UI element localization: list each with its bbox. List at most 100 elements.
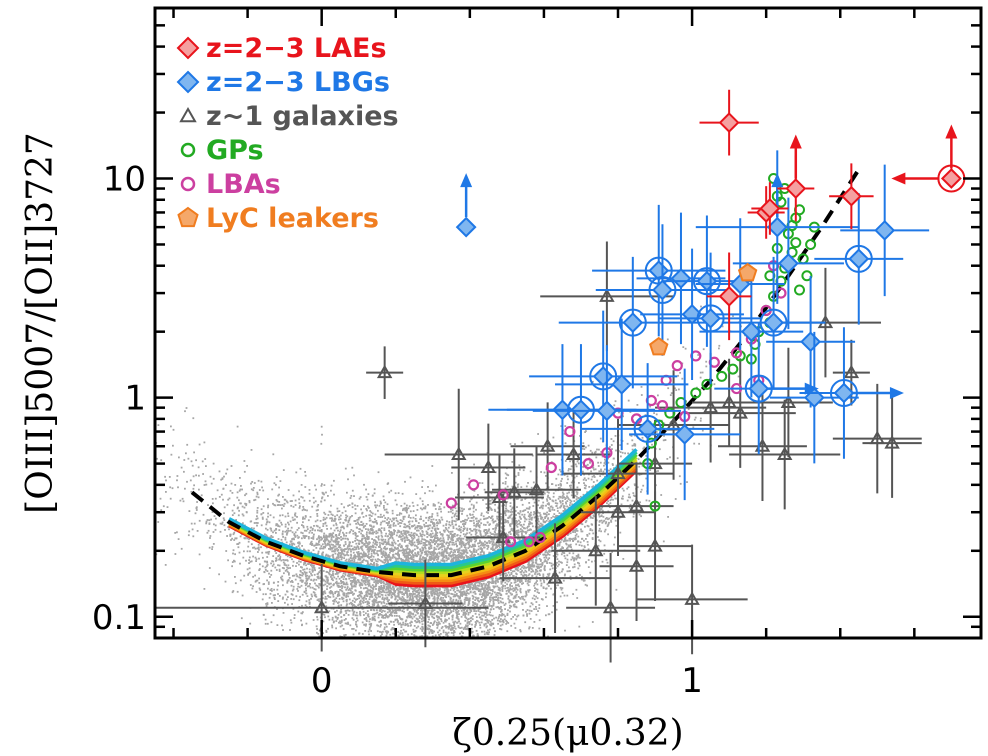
sdss-point xyxy=(417,672,419,674)
sdss-point xyxy=(374,654,376,656)
sdss-point xyxy=(458,547,461,550)
sdss-point xyxy=(455,616,458,619)
sdss-point xyxy=(389,591,392,594)
sdss-point xyxy=(533,594,536,597)
sdss-point xyxy=(379,590,381,593)
sdss-point xyxy=(421,535,423,538)
sdss-point xyxy=(377,624,380,627)
sdss-point xyxy=(372,555,375,558)
sdss-point xyxy=(502,664,504,666)
sdss-point xyxy=(496,546,498,548)
sdss-point xyxy=(475,501,478,504)
sdss-point xyxy=(512,597,515,600)
sdss-point xyxy=(329,590,332,592)
sdss-point xyxy=(272,563,275,566)
sdss-point xyxy=(290,540,293,543)
sdss-point xyxy=(593,474,595,477)
sdss-point xyxy=(412,608,415,611)
sdss-point xyxy=(631,444,634,447)
sdss-point xyxy=(514,596,517,599)
sdss-point xyxy=(563,594,566,597)
sdss-point xyxy=(621,451,624,454)
sdss-point xyxy=(534,587,536,589)
sdss-point xyxy=(553,509,556,511)
sdss-point xyxy=(420,542,423,545)
sdss-point xyxy=(440,669,442,671)
sdss-point xyxy=(558,512,561,514)
sdss-point xyxy=(451,521,453,524)
sdss-point xyxy=(443,589,446,592)
sdss-point xyxy=(557,487,560,489)
sdss-point xyxy=(375,583,377,585)
sdss-point xyxy=(335,620,338,622)
sdss-point xyxy=(322,584,325,587)
sdss-point xyxy=(474,593,477,595)
sdss-point xyxy=(293,614,296,616)
sdss-point xyxy=(424,539,427,541)
sdss-point xyxy=(270,536,272,539)
sdss-point xyxy=(519,571,522,574)
sdss-point xyxy=(382,538,384,541)
sdss-point xyxy=(393,623,395,626)
sdss-point xyxy=(391,512,394,515)
sdss-point xyxy=(431,592,434,595)
sdss-point xyxy=(621,495,624,498)
sdss-point xyxy=(322,492,324,495)
sdss-point xyxy=(492,544,495,547)
sdss-point xyxy=(277,593,279,595)
sdss-point xyxy=(375,581,377,584)
sdss-point xyxy=(312,538,315,540)
sdss-point xyxy=(565,539,568,542)
sdss-point xyxy=(323,511,326,514)
sdss-point xyxy=(597,461,599,464)
sdss-point xyxy=(341,587,343,590)
sdss-point xyxy=(581,530,584,533)
sdss-point xyxy=(393,590,396,592)
sdss-point xyxy=(391,520,393,523)
sdss-point xyxy=(468,508,470,511)
sdss-point xyxy=(470,642,472,644)
sdss-point xyxy=(507,571,510,574)
sdss-point xyxy=(260,546,262,549)
sdss-point xyxy=(284,525,287,528)
sdss-point xyxy=(451,615,454,617)
sdss-point xyxy=(561,587,564,590)
sdss-point xyxy=(354,555,357,558)
sdss-point xyxy=(398,555,400,558)
sdss-point xyxy=(282,561,285,564)
sdss-point xyxy=(486,517,489,519)
sdss-point xyxy=(544,560,547,562)
sdss-point xyxy=(414,629,417,632)
sdss-point xyxy=(397,623,400,626)
sdss-point xyxy=(307,585,309,588)
sdss-point xyxy=(474,583,476,586)
sdss-point xyxy=(609,446,611,448)
sdss-point xyxy=(414,595,417,598)
sdss-point xyxy=(425,593,428,596)
sdss-point xyxy=(592,485,595,488)
sdss-point xyxy=(405,550,408,553)
sdss-point xyxy=(514,581,517,584)
sdss-point xyxy=(522,595,524,598)
sdss-point xyxy=(383,628,386,631)
sdss-point xyxy=(556,515,559,517)
sdss-point xyxy=(679,482,682,485)
sdss-point xyxy=(308,585,311,587)
sdss-point xyxy=(418,621,421,624)
sdss-point xyxy=(496,579,499,581)
sdss-point xyxy=(519,581,522,584)
sdss-point xyxy=(398,678,400,680)
sdss-point xyxy=(450,624,452,627)
sdss-point xyxy=(174,553,177,555)
sdss-point xyxy=(271,536,274,538)
sdss-point xyxy=(348,577,351,580)
sdss-point xyxy=(392,588,395,591)
sdss-point xyxy=(605,570,608,572)
sdss-point xyxy=(387,538,390,541)
sdss-point xyxy=(342,531,344,534)
sdss-point xyxy=(383,508,386,511)
sdss-point xyxy=(329,586,331,589)
sdss-point xyxy=(490,654,492,656)
sdss-point xyxy=(460,545,463,548)
